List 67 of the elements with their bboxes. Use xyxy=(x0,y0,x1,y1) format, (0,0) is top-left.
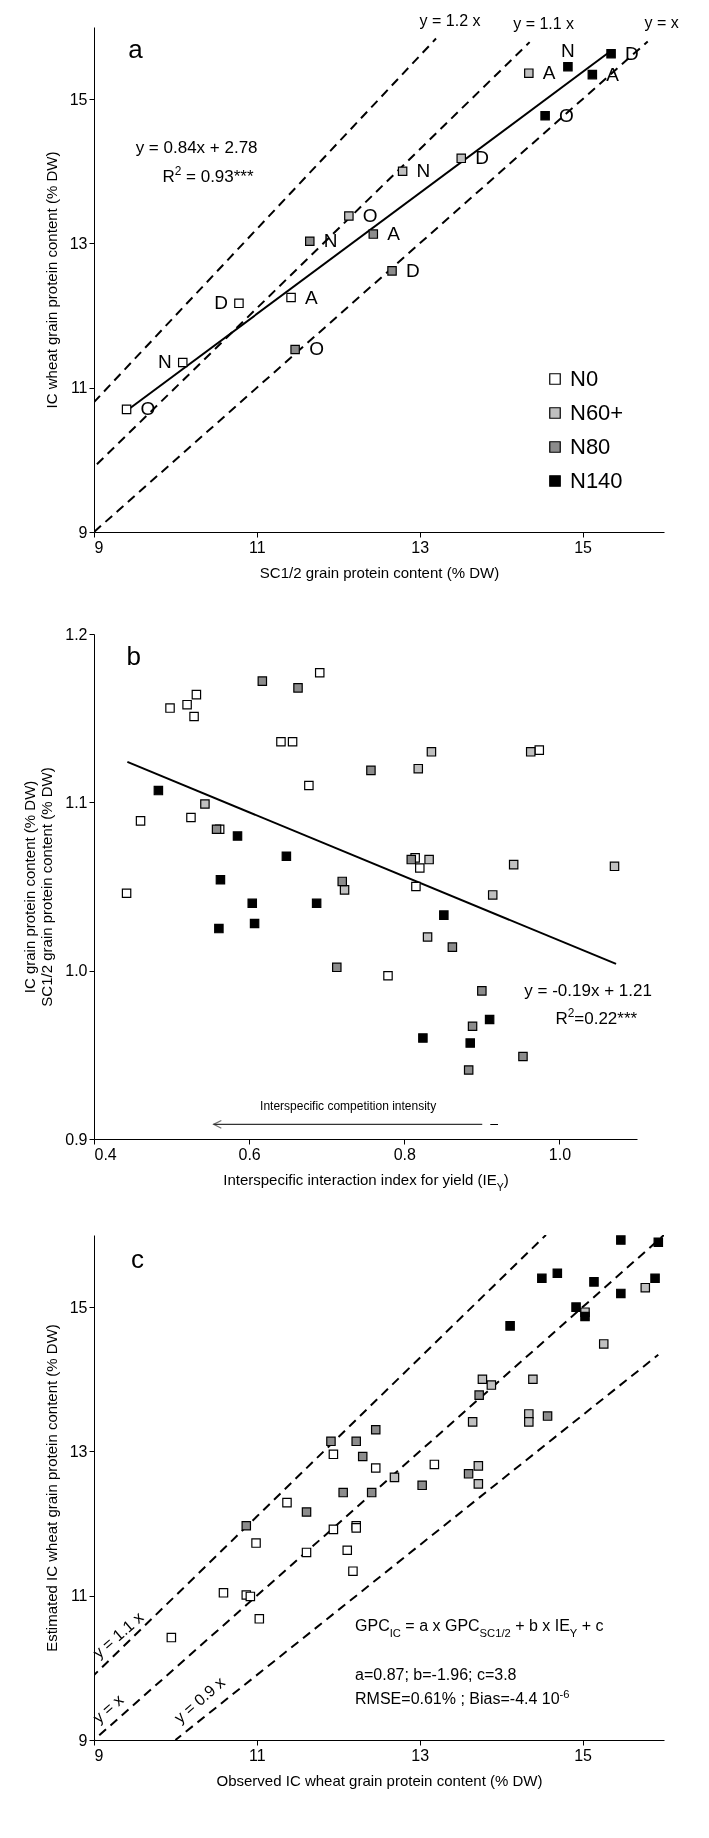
y-tick-label: 15 xyxy=(69,90,88,108)
annotation: N xyxy=(416,160,431,182)
annotation: A xyxy=(387,223,401,245)
y-tick-label: 1.1 xyxy=(65,793,88,811)
x-tick-label: 0.4 xyxy=(94,1145,117,1163)
y-tick-label: 1.2 xyxy=(65,625,88,643)
x-tick-label: 11 xyxy=(249,538,266,556)
x-tick-label: 9 xyxy=(94,1746,104,1764)
y-tick-label: 0.9 xyxy=(65,1130,88,1148)
y-tick-label: 1.0 xyxy=(65,962,88,980)
annotation: D xyxy=(214,292,228,314)
series-label: y = x xyxy=(644,14,679,32)
series-label: y = 1.1 x xyxy=(513,15,575,33)
x-tick-label: 15 xyxy=(574,1746,593,1764)
x-tick-label: 9 xyxy=(94,538,104,556)
x-tick-label: 1.0 xyxy=(548,1145,572,1163)
x-tick-label: 0.6 xyxy=(238,1145,261,1163)
legend-label: N0 xyxy=(570,366,599,391)
annotation: O xyxy=(362,205,378,227)
annotation: N xyxy=(561,39,575,61)
x-tick-label: 13 xyxy=(411,1746,430,1764)
annotation: A xyxy=(606,63,620,85)
annotation: b xyxy=(126,640,142,671)
legend-label: N140 xyxy=(570,468,623,493)
legend-label: N80 xyxy=(570,434,611,459)
y-tick-label: 11 xyxy=(70,379,88,397)
y-axis-title: Estimated IC wheat grain protein content (% DW) xyxy=(42,1324,60,1652)
annotation: – xyxy=(490,1115,499,1132)
annotation: N xyxy=(158,351,172,373)
annotation: D xyxy=(625,42,639,64)
y-tick-label: 15 xyxy=(69,1298,88,1316)
annotation: y = 0.84x + 2.78 xyxy=(135,138,258,158)
annotation: a=0.87; b=-1.96; c=3.8 xyxy=(355,1666,517,1684)
x-tick-label: 0.8 xyxy=(393,1145,416,1163)
annotation: A xyxy=(542,62,556,84)
x-axis-title: Interspecific interaction index for yield (IE$_{Y}$) xyxy=(223,1170,509,1193)
annotation: RMSE=0.61% ; Bias=-4.4 10$^{-6}$ xyxy=(355,1688,570,1708)
annotation: O xyxy=(309,338,324,360)
y-axis-title: IC wheat grain protein content (% DW) xyxy=(42,151,60,409)
y-tick-label: 9 xyxy=(78,1731,88,1749)
annotation: Interspecific competition intensity xyxy=(260,1099,437,1114)
annotation: GPC$_{IC}$ = a x GPC$_{SC1/2}$ + b x IE$_{Y}$ + c xyxy=(355,1616,604,1639)
annotation: y = -0.19x + 1.21 xyxy=(524,981,652,1001)
text: y = x xyxy=(89,1691,127,1727)
x-tick-label: 11 xyxy=(249,1746,266,1764)
annotation: D xyxy=(475,147,489,169)
y-tick-label: 13 xyxy=(69,1442,88,1460)
y-tick-label: 13 xyxy=(69,234,88,252)
annotation: D xyxy=(406,259,420,281)
y-tick-label: 9 xyxy=(78,523,88,541)
y-axis-title: IC grain protein content (% DW) SC1/2 grain protein content (% DW) xyxy=(21,767,56,1007)
x-axis-title: SC1/2 grain protein content (% DW) xyxy=(259,563,500,581)
annotation: A xyxy=(305,286,319,308)
annotation: c xyxy=(131,1244,145,1275)
x-tick-label: 15 xyxy=(574,538,593,556)
annotation: N xyxy=(323,230,338,252)
series-label: y = 1.2 x xyxy=(419,11,481,29)
x-axis-title: Observed IC wheat grain protein content (% DW) xyxy=(216,1771,543,1789)
annotation: a xyxy=(128,33,144,64)
annotation: R$^{2}$=0.22*** xyxy=(555,1006,638,1029)
annotation: O xyxy=(559,104,574,126)
y-tick-label: 11 xyxy=(70,1587,88,1605)
text: y = 1.1 x xyxy=(89,1608,147,1662)
text: y = 0.9 x xyxy=(170,1673,229,1727)
annotation: R$^{2}$ = 0.93*** xyxy=(162,163,254,186)
legend-label: N60+ xyxy=(570,400,624,425)
x-tick-label: 13 xyxy=(411,538,430,556)
